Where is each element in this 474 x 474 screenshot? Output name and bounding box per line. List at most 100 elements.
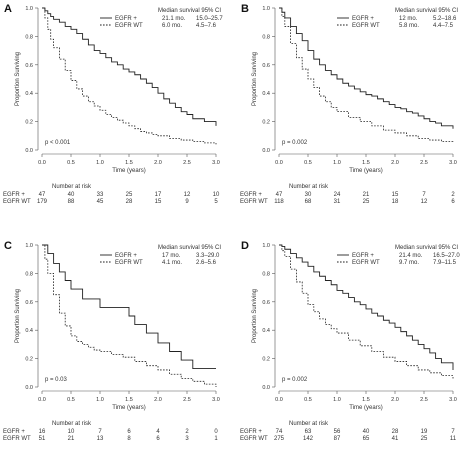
risk-value: 5 (214, 199, 218, 205)
y-tick-label: 0.0 (262, 148, 270, 154)
x-tick-label: 0.0 (38, 160, 46, 166)
risk-value: 12 (421, 199, 428, 205)
y-axis-title: Proportion Surviving (15, 289, 21, 343)
y-tick-label: 0.0 (262, 385, 270, 391)
risk-value: 275 (274, 436, 285, 442)
risk-value: 65 (363, 436, 370, 442)
legend-ci: 15.0–25.7 (196, 16, 223, 22)
y-tick-label: 0.4 (262, 91, 270, 97)
risk-value: 17 (155, 192, 162, 198)
x-tick-label: 1.0 (333, 160, 341, 166)
x-tick-label: 0.0 (275, 397, 283, 403)
risk-value: 33 (97, 192, 104, 198)
x-tick-label: 2.0 (391, 160, 399, 166)
legend-median: 21.1 mo. (162, 16, 186, 22)
legend-median: 5.8 mo. (399, 23, 419, 29)
survival-curve-egfr-wt (42, 7, 217, 145)
risk-value: 13 (97, 436, 104, 442)
survival-curve-egfr-mutant (279, 244, 454, 370)
risk-value: 24 (334, 192, 341, 198)
x-tick-label: 1.0 (333, 397, 341, 403)
risk-value: 2 (185, 429, 189, 435)
risk-value: 47 (276, 192, 283, 198)
legend-label: EGFR + (115, 253, 137, 259)
survival-curve-egfr-wt (279, 244, 454, 379)
survival-curve-egfr-mutant (42, 244, 216, 369)
risk-value: 74 (276, 429, 283, 435)
risk-value: 30 (305, 192, 312, 198)
x-tick-label: 1.0 (96, 160, 104, 166)
legend-median: 6.0 mo. (162, 23, 182, 29)
panel-letter: A (4, 3, 12, 15)
risk-row-label: EGFR + (3, 429, 25, 435)
risk-value: 28 (392, 429, 399, 435)
legend-label: EGFR + (352, 253, 374, 259)
legend-ci: 3.3–29.0 (196, 253, 220, 259)
y-tick-label: 1.0 (262, 6, 270, 12)
y-tick-label: 0.2 (25, 357, 33, 363)
risk-value: 40 (68, 192, 75, 198)
y-axis-title: Proportion Surviving (252, 289, 258, 343)
risk-value: 25 (421, 436, 428, 442)
risk-value: 25 (363, 199, 370, 205)
y-tick-label: 0.6 (25, 300, 33, 306)
y-tick-label: 0.6 (25, 63, 33, 69)
risk-row-label: EGFR WT (240, 436, 268, 442)
x-tick-label: 0.5 (304, 397, 312, 403)
x-axis-title: Time (years) (112, 168, 145, 174)
risk-value: 0 (214, 429, 218, 435)
y-tick-label: 0.8 (262, 34, 270, 40)
x-tick-label: 2.0 (391, 397, 399, 403)
risk-row-label: EGFR + (240, 429, 262, 435)
risk-value: 12 (184, 192, 191, 198)
p-value: p = 0.03 (45, 377, 68, 383)
y-tick-label: 0.8 (25, 271, 33, 277)
y-tick-label: 0.6 (262, 300, 270, 306)
risk-value: 18 (392, 199, 399, 205)
x-tick-label: 3.0 (212, 397, 220, 403)
risk-value: 10 (213, 192, 220, 198)
p-value: p = 0.002 (282, 377, 308, 383)
legend-ci: 7.9–11.5 (433, 260, 457, 266)
risk-row-label: EGFR WT (3, 436, 31, 442)
y-tick-label: 0.2 (262, 357, 270, 363)
risk-row-label: EGFR WT (240, 199, 268, 205)
legend-median: 4.1 mo. (162, 260, 182, 266)
legend-title: Median survival 95% CI (395, 8, 458, 14)
risk-value: 1 (214, 436, 218, 442)
risk-value: 21 (363, 192, 370, 198)
y-axis-title: Proportion Surviving (252, 52, 258, 106)
risk-value: 8 (127, 436, 131, 442)
risk-value: 28 (126, 199, 133, 205)
risk-row-label: EGFR WT (3, 199, 31, 205)
legend-label: EGFR WT (352, 260, 380, 266)
risk-value: 19 (421, 429, 428, 435)
risk-row-label: EGFR + (240, 192, 262, 198)
risk-value: 68 (305, 199, 312, 205)
y-tick-label: 0.4 (25, 328, 33, 334)
x-tick-label: 1.5 (362, 397, 370, 403)
panel-letter: D (241, 240, 249, 252)
risk-value: 63 (305, 429, 312, 435)
risk-table-title: Number at risk (52, 421, 92, 427)
risk-value: 6 (451, 199, 455, 205)
x-tick-label: 1.5 (125, 160, 133, 166)
survival-curve-egfr-wt (279, 7, 454, 143)
legend-median: 9.7 mo. (399, 260, 419, 266)
panel-b: B 0.0 0.2 0.4 0.6 0.8 1.0 0.0 0.5 1.0 1.5 2.0 2.5 3.0… (240, 3, 458, 205)
risk-value: 45 (97, 199, 104, 205)
risk-value: 40 (363, 429, 370, 435)
risk-value: 9 (185, 199, 189, 205)
x-tick-label: 2.5 (420, 397, 428, 403)
risk-value: 6 (156, 436, 160, 442)
risk-value: 15 (155, 199, 162, 205)
x-tick-label: 0.5 (304, 160, 312, 166)
legend-ci: 16.5–27.0 (433, 253, 460, 259)
x-axis-title: Time (years) (349, 405, 382, 411)
y-tick-label: 0.4 (262, 328, 270, 334)
risk-value: 51 (39, 436, 46, 442)
risk-value: 21 (68, 436, 75, 442)
risk-value: 10 (68, 429, 75, 435)
p-value: p = 0.002 (282, 140, 308, 146)
